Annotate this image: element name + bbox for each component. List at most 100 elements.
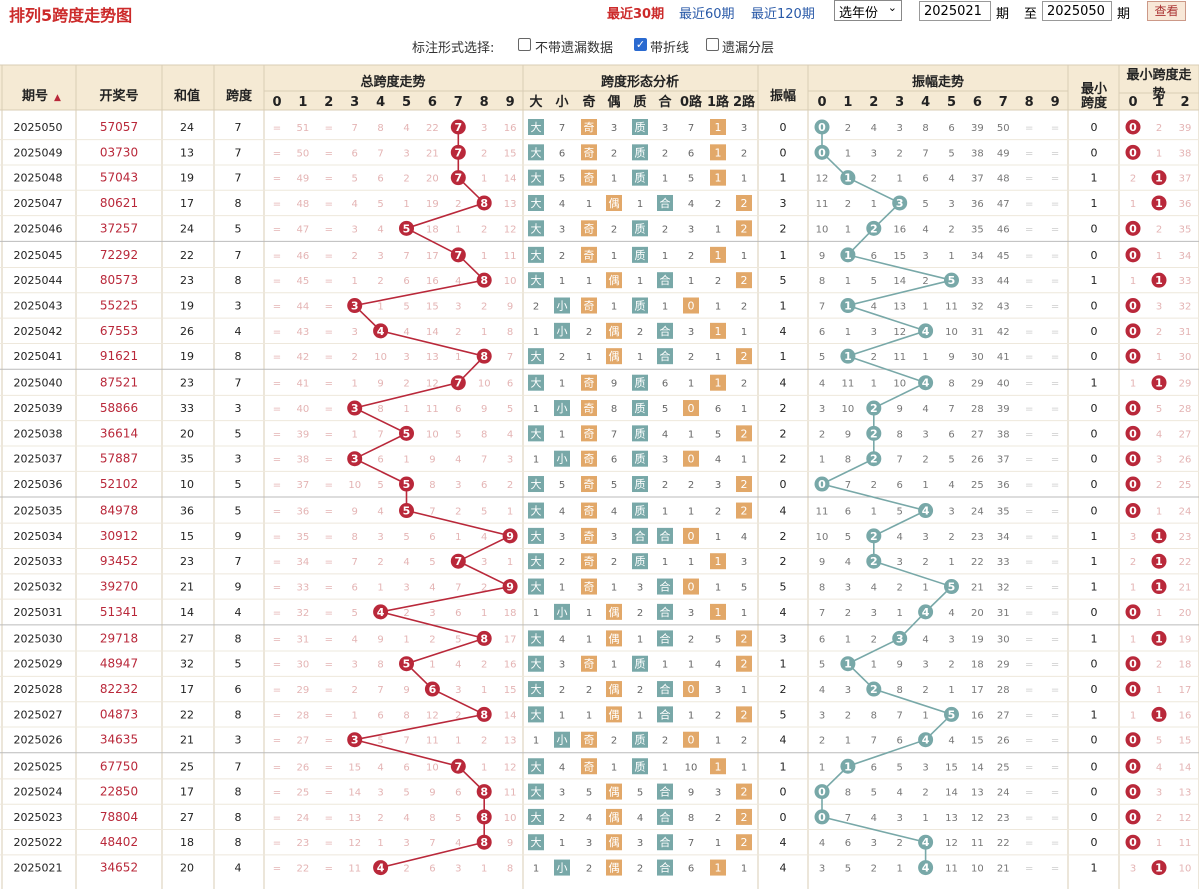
span-cell: 4 — [235, 862, 242, 875]
span-cell: 7 — [235, 760, 242, 773]
amp-miss-cell: 1 — [871, 660, 877, 671]
amp-ball-label: 1 — [844, 249, 852, 262]
draw-number-cell: 67553 — [100, 324, 138, 338]
min-trend-header-2: 势 — [1152, 86, 1165, 102]
form-miss-cell: 1 — [533, 455, 539, 466]
amp-miss-cell: = — [1051, 302, 1059, 313]
sum-cell: 23 — [180, 274, 194, 287]
span-miss-cell: = — [325, 276, 333, 287]
amp-digit-header: 3 — [895, 95, 904, 110]
form-chip-label: 大 — [531, 273, 542, 287]
last-120-link[interactable]: 最近120期 — [751, 7, 815, 22]
issue-cell: 2025030 — [14, 632, 63, 645]
form-chip — [581, 374, 597, 391]
form-chip — [632, 297, 648, 314]
span-miss-cell: 10 — [374, 352, 387, 363]
span-ball — [476, 784, 492, 800]
amp-miss-cell: = — [1051, 199, 1059, 210]
span-ball-label: 3 — [351, 300, 359, 313]
amp-miss-cell: 3 — [897, 557, 903, 568]
span-miss-cell: 29 — [297, 685, 310, 696]
start-issue-input[interactable] — [919, 1, 991, 21]
form-chip — [528, 220, 544, 237]
year-select[interactable]: 选年份 ⌄ — [834, 0, 902, 21]
form-miss-cell: 3 — [611, 123, 617, 134]
span-miss-cell: 3 — [377, 532, 383, 543]
road-chip-label: 0 — [688, 683, 695, 696]
no-miss-checkbox[interactable] — [518, 38, 531, 51]
amp-miss-cell: = — [1025, 379, 1033, 390]
issue-header: 期号 — [22, 89, 48, 104]
amp-miss-cell: 11 — [816, 199, 829, 210]
amp-cell: 2 — [780, 222, 787, 235]
form-miss-cell: 3 — [637, 838, 643, 849]
amp-miss-cell: 32 — [971, 302, 984, 313]
amp-miss-cell: 10 — [842, 404, 855, 415]
form-miss-cell: 4 — [715, 660, 721, 671]
span-ball — [424, 681, 440, 697]
form-col-header: 奇 — [582, 94, 595, 110]
span-miss-cell: = — [273, 429, 281, 440]
amp-miss-cell: 10 — [893, 379, 906, 390]
amp-miss-cell: 2 — [897, 583, 903, 594]
amp-miss-cell: = — [1051, 634, 1059, 645]
amp-ball — [918, 503, 934, 519]
form-chip-label: 大 — [531, 349, 542, 363]
last-60-link[interactable]: 最近60期 — [679, 7, 735, 22]
amp-miss-cell: 12 — [971, 813, 984, 824]
form-chip — [528, 272, 544, 289]
form-miss-cell: 1 — [611, 762, 617, 773]
form-chip-label: 大 — [531, 426, 542, 440]
amp-digit-header: 7 — [999, 95, 1008, 110]
sum-cell: 23 — [180, 377, 194, 390]
min-miss-cell: 1 — [1156, 507, 1162, 518]
end-issue-input[interactable] — [1042, 1, 1112, 21]
sum-cell: 32 — [180, 658, 194, 671]
min-ball — [1125, 732, 1141, 748]
span-ball-label: 5 — [403, 658, 411, 671]
min-ball — [1125, 451, 1141, 467]
amp-miss-cell: 4 — [897, 788, 903, 799]
amp-ball-label: 1 — [844, 300, 852, 313]
amp-ball-label: 1 — [844, 350, 852, 363]
form-miss-cell: 1 — [611, 251, 617, 262]
last-30-link[interactable]: 最近30期 — [607, 7, 665, 22]
sum-cell: 35 — [180, 453, 194, 466]
min-miss-cell: 10 — [1179, 864, 1192, 875]
span-miss-cell: 7 — [429, 838, 435, 849]
layer-checkbox[interactable] — [706, 38, 719, 51]
min-ball — [1125, 298, 1141, 314]
amp-miss-cell: 3 — [819, 864, 825, 875]
span-miss-cell: 10 — [504, 276, 517, 287]
sum-cell: 15 — [180, 530, 194, 543]
min-ball-label: 1 — [1155, 708, 1163, 721]
line-checkbox[interactable]: ✓ — [634, 38, 647, 51]
form-col-header: 偶 — [607, 94, 620, 110]
amp-miss-cell: 8 — [922, 123, 928, 134]
span-miss-cell: 12 — [348, 838, 361, 849]
amp-miss-cell: 10 — [816, 532, 829, 543]
form-miss-cell: 1 — [715, 838, 721, 849]
min-span-cell: 0 — [1091, 325, 1098, 338]
amp-miss-cell: 16 — [893, 224, 906, 235]
min-miss-cell: 15 — [1179, 736, 1192, 747]
span-miss-cell: 6 — [403, 762, 409, 773]
min-ball-label: 1 — [1155, 530, 1163, 543]
span-miss-cell: 5 — [455, 429, 461, 440]
span-cell: 3 — [235, 300, 242, 313]
query-button[interactable]: 查看 — [1147, 1, 1186, 21]
form-chip-label: 偶 — [609, 708, 620, 721]
span-miss-cell: 3 — [455, 685, 461, 696]
span-miss-cell: 1 — [481, 251, 487, 262]
span-miss-cell: 8 — [377, 404, 383, 415]
issue-cell: 2025033 — [14, 555, 63, 568]
min-miss-cell: 1 — [1130, 634, 1136, 645]
amp-miss-cell: 4 — [871, 813, 877, 824]
amp-miss-cell: = — [1051, 608, 1059, 619]
span-miss-cell: = — [325, 327, 333, 338]
amp-miss-cell: 3 — [948, 199, 954, 210]
amp-miss-cell: = — [1051, 276, 1059, 287]
min-miss-cell: 1 — [1156, 352, 1162, 363]
span-ball — [476, 195, 492, 211]
amp-miss-cell: 1 — [871, 199, 877, 210]
